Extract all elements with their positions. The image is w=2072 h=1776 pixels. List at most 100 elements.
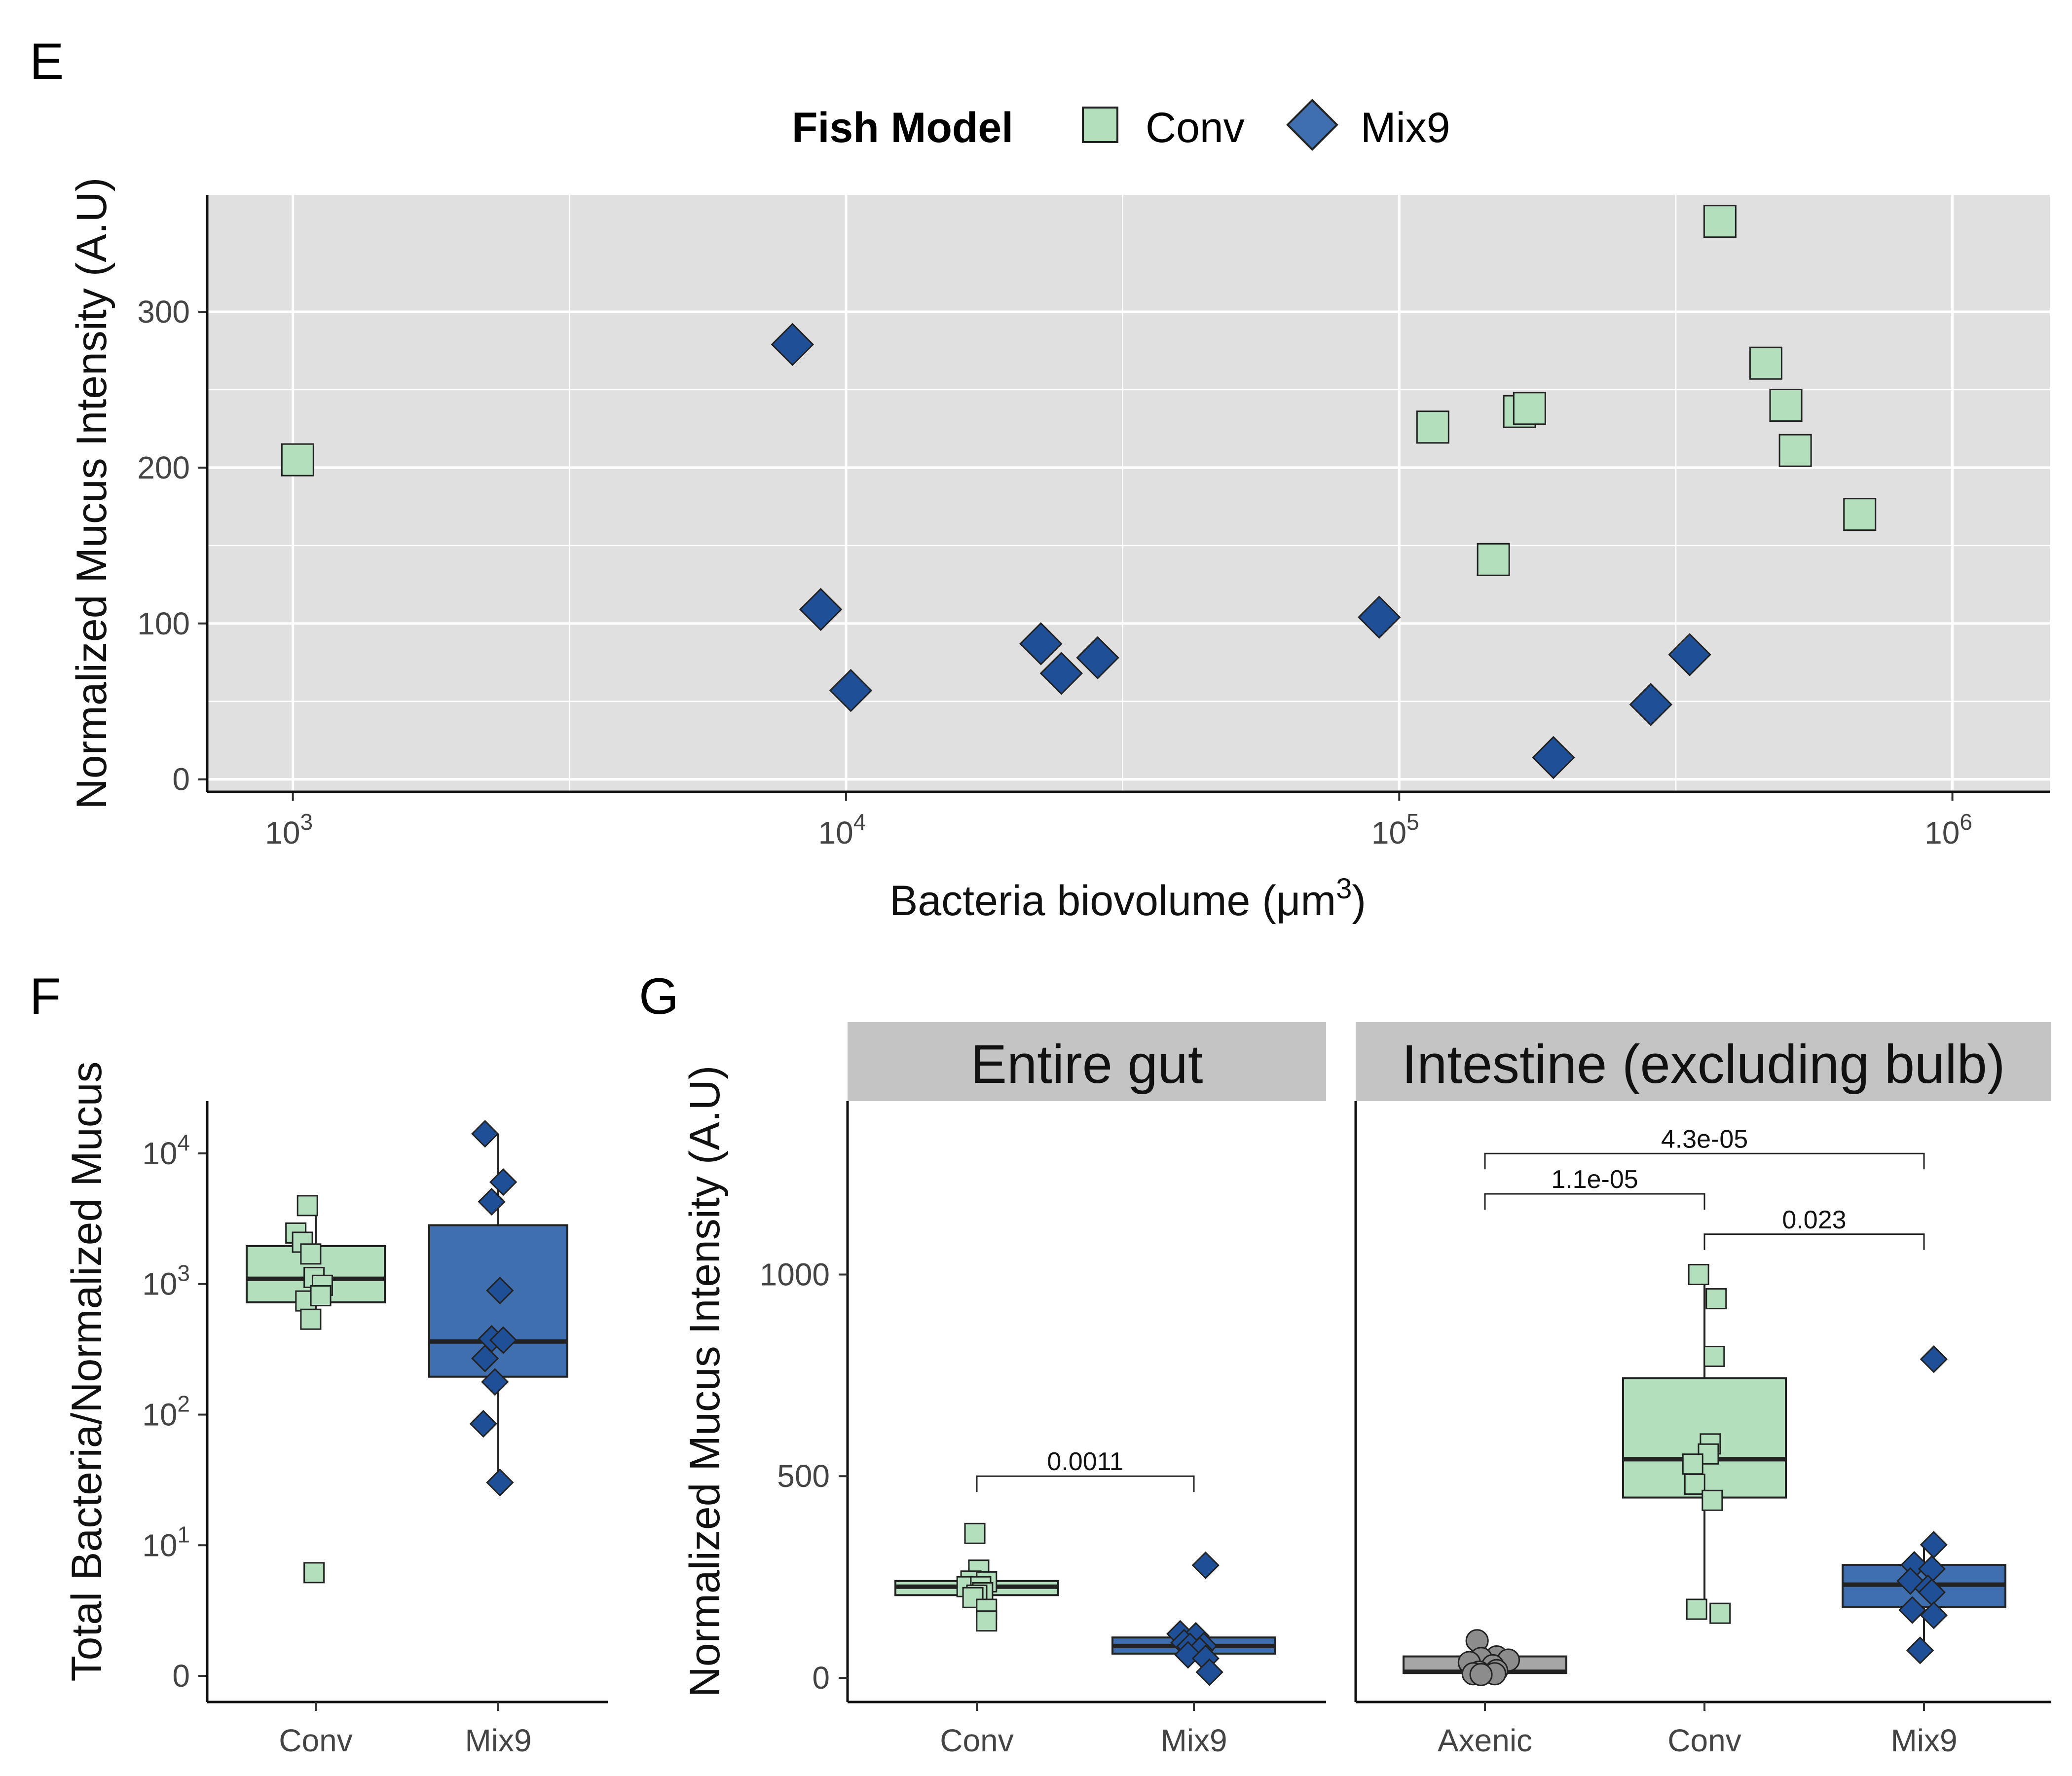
x-axis-title: Bacteria biovolume (μm3)	[889, 873, 1366, 925]
x-tick-label: Conv	[279, 1723, 352, 1758]
significance-bracket	[976, 1475, 1195, 1492]
y-tick-label: 300	[137, 294, 190, 330]
y-tick-label: 0	[812, 1660, 830, 1696]
y-tick-label: 200	[137, 450, 190, 485]
y-tick-label: 0	[172, 762, 190, 797]
facet-strip-entire-gut	[848, 1022, 1326, 1101]
data-point-mix9	[1898, 1596, 1926, 1624]
p-value-label: 0.0011	[1047, 1447, 1123, 1476]
data-point-conv	[281, 443, 314, 477]
data-point-mix9	[478, 1187, 506, 1216]
data-point-mix9	[471, 1344, 499, 1372]
data-point-mix9	[1532, 736, 1575, 779]
y-tick-label: 500	[777, 1458, 830, 1494]
x-tick-label: 106	[1924, 809, 1972, 851]
x-tick-label: Mix9	[1160, 1723, 1227, 1758]
data-point-mix9	[469, 1409, 497, 1438]
data-point-conv	[1769, 389, 1803, 422]
data-point-mix9	[486, 1469, 514, 1497]
data-point-conv	[1843, 498, 1877, 531]
data-point-mix9	[1019, 622, 1063, 666]
boxplots	[246, 1120, 568, 1584]
axes: Conv Mix9 Axenic Conv Mix9 0 500 1000	[760, 1101, 2051, 1758]
data-point-conv	[310, 1285, 332, 1307]
box-axenic	[1403, 1629, 1567, 1686]
legend-label-conv: Conv	[1146, 104, 1245, 151]
y-axis-title: Total Bacteria/Normalized Mucus	[63, 1061, 111, 1681]
significance-bracket	[1703, 1233, 1925, 1250]
data-point-conv	[1684, 1474, 1705, 1495]
data-point-conv	[300, 1308, 322, 1330]
box-mix9	[428, 1120, 568, 1497]
panel-e-scatter: 103 104 105 106 0 100 200 300 Bacteria biovolum…	[68, 178, 2050, 925]
axes: 103 104 105 106 0 100 200 300	[137, 195, 2050, 851]
y-tick-label: 101	[142, 1521, 190, 1563]
data-point-conv	[1705, 1288, 1727, 1310]
y-tick-label: 1000	[760, 1257, 830, 1293]
box-conv	[246, 1195, 386, 1584]
axes: 0 101 102 103 104 Conv Mix9	[142, 1101, 608, 1758]
data-point-conv	[296, 1195, 318, 1217]
data-point-conv	[1682, 1453, 1703, 1475]
boxplots: 0.0011 4.3e-05 1.1e-05 0.023	[894, 1125, 2006, 1686]
y-tick-label: 100	[137, 606, 190, 641]
square-icon	[1082, 107, 1118, 143]
data-point-mix9	[1357, 595, 1401, 639]
panel-letter-e: E	[30, 33, 64, 90]
plot-background	[207, 195, 2050, 792]
data-point-conv	[1688, 1264, 1709, 1286]
data-point-mix9	[1629, 683, 1672, 726]
y-tick-label: 0	[172, 1658, 190, 1694]
y-axis-title: Normalized Mucus Intensity (A.U)	[68, 178, 115, 810]
box-mix9	[1111, 1551, 1276, 1686]
data-point-conv	[300, 1243, 322, 1265]
data-point-conv	[976, 1610, 998, 1632]
data-point-conv	[1709, 1602, 1731, 1624]
data-point-mix9	[489, 1326, 518, 1354]
x-tick-label: Conv	[940, 1723, 1013, 1758]
data-point-conv	[1416, 410, 1449, 444]
p-value-label: 4.3e-05	[1661, 1125, 1748, 1153]
data-point-conv	[964, 1522, 986, 1544]
box-mix9	[1842, 1345, 2006, 1665]
facet-strip-intestine	[1356, 1022, 2051, 1101]
data-point-mix9	[1195, 1658, 1223, 1686]
x-tick-label: 105	[1371, 809, 1419, 851]
significance-bracket	[1484, 1152, 1925, 1170]
x-tick-label: Axenic	[1438, 1723, 1532, 1758]
y-tick-label: 104	[142, 1130, 190, 1171]
panel-letter-g: G	[639, 968, 679, 1025]
data-point-mix9	[489, 1168, 518, 1196]
data-point-conv	[962, 1587, 984, 1608]
facet-strip-label: Intestine (excluding bulb)	[1402, 1034, 2005, 1095]
data-point-conv	[1477, 543, 1510, 576]
p-value-label: 0.023	[1782, 1206, 1846, 1234]
panel-g-boxplot: Entire gut Intestine (excluding bulb) 0.…	[681, 1022, 2051, 1758]
data-point-mix9	[799, 588, 843, 631]
data-point-mix9	[1191, 1551, 1220, 1580]
panel-f-boxplot: 0 101 102 103 104 Conv Mix9 Total Bacteria/Nor…	[63, 1061, 608, 1758]
data-point-mix9	[1906, 1636, 1934, 1665]
data-point-mix9	[481, 1368, 509, 1396]
legend: Fish Model Conv Mix9	[792, 99, 1450, 151]
data-point-mix9	[1920, 1601, 1948, 1629]
data-point-mix9	[1076, 636, 1119, 680]
data-point-mix9	[1920, 1345, 1948, 1373]
data-point-mix9	[1039, 652, 1083, 695]
significance-bracket	[1484, 1193, 1705, 1210]
x-tick-label: Mix9	[1890, 1723, 1957, 1758]
x-tick-label: 104	[818, 809, 866, 851]
x-tick-label: 103	[265, 809, 313, 851]
y-axis-title: Normalized Mucus Intensity (A.U)	[681, 1066, 729, 1698]
facet-1: 4.3e-05 1.1e-05 0.023	[1403, 1125, 2006, 1686]
facet-0: 0.0011	[894, 1447, 1276, 1686]
data-point-mix9	[829, 668, 873, 712]
data-point-mix9	[771, 323, 814, 367]
data-point-mix9	[1174, 1641, 1202, 1669]
y-tick-label: 102	[142, 1391, 190, 1432]
data-point-mix9	[1668, 633, 1711, 676]
x-tick-label: Conv	[1667, 1723, 1741, 1758]
box-conv	[894, 1522, 1059, 1632]
data-points	[281, 205, 1877, 779]
